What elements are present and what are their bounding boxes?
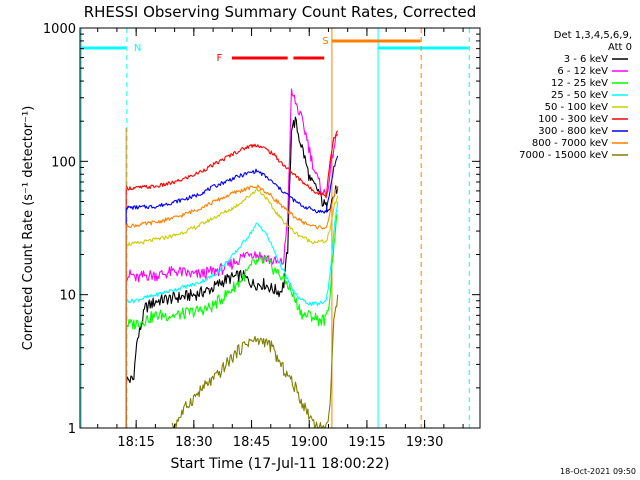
y-tick-label: 100	[51, 155, 76, 170]
y-tick-label: 10	[59, 289, 76, 304]
flare-label: F	[217, 53, 223, 64]
legend-label: 3 - 6 keV	[564, 54, 608, 65]
legend-label: 7000 - 15000 keV	[519, 150, 608, 161]
x-tick-label: 19:00	[290, 435, 327, 450]
y-axis-label: Corrected Count Rate (s⁻¹ detector⁻¹)	[21, 106, 36, 351]
night-label: N	[134, 43, 141, 54]
x-tick-label: 18:30	[175, 435, 212, 450]
timestamp: 18-Oct-2021 09:50	[560, 467, 636, 476]
plot-axes: 1 10 100 1000 18:15 18:30 18:45 19:00 19:15 19:30	[43, 22, 481, 450]
x-tick-label: 18:15	[117, 435, 154, 450]
plot-frame	[79, 27, 481, 429]
series-line-7	[125, 184, 339, 230]
y-tick-label: 1000	[43, 22, 76, 37]
series-line-0	[125, 116, 339, 384]
legend-label: 300 - 800 keV	[538, 126, 608, 137]
legend-label: 12 - 25 keV	[551, 78, 608, 89]
plot-series	[125, 88, 339, 429]
chart-title: RHESSI Observing Summary Count Rates, Co…	[84, 3, 477, 21]
legend-label: 100 - 300 keV	[538, 114, 608, 125]
series-line-3	[125, 201, 339, 307]
series-line-6	[126, 155, 339, 214]
legend-header: Att 0	[608, 42, 632, 53]
series-line-2	[125, 213, 339, 330]
x-axis-label: Start Time (17-Jul-11 18:00:22)	[170, 456, 389, 472]
plot-annotations: N F S	[80, 28, 470, 428]
legend-label: 6 - 12 keV	[557, 66, 608, 77]
series-line-8	[171, 294, 339, 429]
series-line-4	[125, 187, 339, 247]
x-tick-label: 19:15	[348, 435, 385, 450]
series-line-5	[125, 130, 339, 199]
legend-label: 800 - 7000 keV	[532, 138, 608, 149]
legend-label: 25 - 50 keV	[551, 90, 608, 101]
series-line-1	[125, 88, 339, 283]
x-tick-label: 18:45	[233, 435, 270, 450]
x-tick-label: 19:30	[406, 435, 443, 450]
legend-header: Det 1,3,4,5,6,9,	[554, 30, 632, 41]
y-tick-label: 1	[68, 422, 76, 437]
legend-label: 50 - 100 keV	[545, 102, 609, 113]
saa-label: S	[322, 36, 328, 47]
